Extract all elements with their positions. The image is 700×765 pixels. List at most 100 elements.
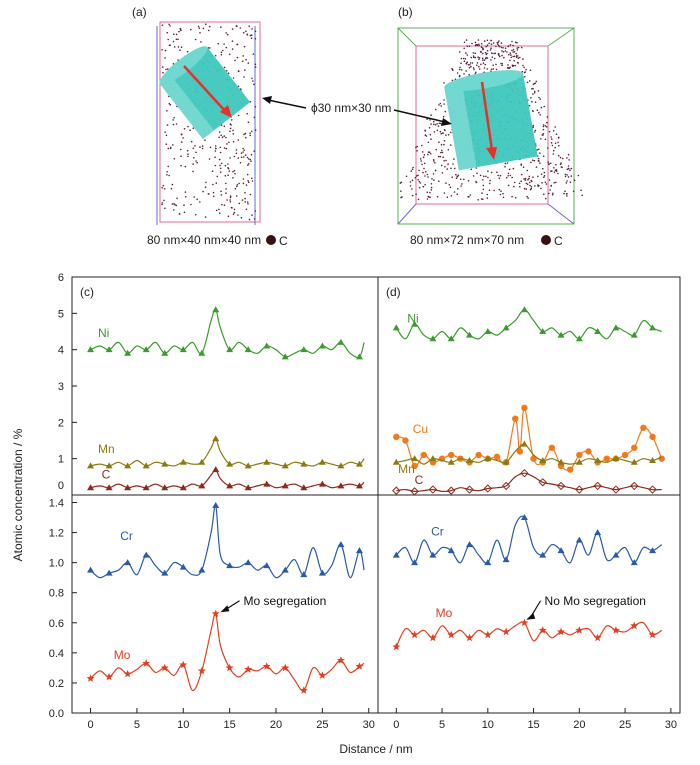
atom-dot xyxy=(517,57,520,59)
data-point xyxy=(447,486,456,495)
atom-dot xyxy=(430,183,433,185)
data-point xyxy=(630,458,638,465)
atom-dot xyxy=(436,129,439,132)
atom-dot xyxy=(553,181,556,184)
atom-dot xyxy=(542,167,544,170)
atom-dot xyxy=(558,144,560,147)
atom-dot xyxy=(511,40,513,43)
atom-dot xyxy=(229,196,232,199)
atom-dot xyxy=(490,52,493,54)
atom-dot xyxy=(169,104,172,106)
atom-dot xyxy=(443,160,445,162)
atom-dot xyxy=(179,27,182,30)
atom-dot xyxy=(204,139,206,141)
atom-dot xyxy=(242,178,245,180)
atom-dot xyxy=(162,184,165,187)
data-point xyxy=(593,481,602,491)
data-point xyxy=(299,686,308,694)
atom-dot xyxy=(487,176,489,179)
atom-dot xyxy=(173,158,176,160)
data-point xyxy=(281,462,289,469)
y-tick-label: 1.2 xyxy=(49,528,64,540)
atom-dot xyxy=(482,184,485,187)
atom-dot xyxy=(467,64,470,66)
atom-dot xyxy=(251,28,253,30)
atom-dot xyxy=(536,149,538,151)
atom-dot xyxy=(240,156,243,158)
atom-dot xyxy=(431,178,433,180)
atom-dot xyxy=(425,171,427,173)
atom-dot xyxy=(217,42,219,45)
atom-dot xyxy=(471,42,473,45)
data-point xyxy=(244,559,252,566)
atom-dot xyxy=(499,174,502,177)
atom-dot xyxy=(205,181,207,184)
atom-dot xyxy=(237,114,240,117)
atom-dot xyxy=(427,141,430,144)
atom-dot xyxy=(559,156,562,159)
atom-dot xyxy=(567,153,570,156)
atom-dot xyxy=(486,193,489,196)
atom-dot xyxy=(193,196,195,198)
atom-dot xyxy=(538,111,540,114)
atom-dot xyxy=(236,43,239,46)
atom-dot xyxy=(439,102,442,105)
atom-dot xyxy=(434,161,436,164)
atom-dot xyxy=(434,169,437,172)
data-point xyxy=(318,671,327,679)
data-point xyxy=(447,458,455,465)
atom-dot xyxy=(244,192,246,194)
atom-dot xyxy=(254,30,257,33)
atom-dot xyxy=(429,191,431,194)
atom-dot xyxy=(161,66,164,68)
atom-dot xyxy=(482,179,484,181)
atom-dot xyxy=(180,29,182,32)
atom-dot xyxy=(459,66,461,69)
atom-dot xyxy=(506,51,508,53)
atom-dot xyxy=(566,195,568,197)
data-point xyxy=(142,484,150,491)
data-point xyxy=(512,415,519,422)
atom-dot xyxy=(541,181,543,184)
atom-dot xyxy=(225,136,227,139)
atom-dot xyxy=(460,57,463,60)
atom-dot xyxy=(533,159,536,162)
atom-dot xyxy=(223,135,225,137)
atom-dot xyxy=(209,146,212,149)
atom-dot xyxy=(180,133,183,135)
atom-dot xyxy=(474,41,477,44)
atom-dot xyxy=(470,56,473,59)
atom-dot xyxy=(223,125,226,128)
x-tick-label: 20 xyxy=(270,719,282,731)
atom-dot xyxy=(227,163,229,165)
data-point xyxy=(556,481,566,491)
data-point xyxy=(263,342,271,349)
atom-dot xyxy=(467,180,470,182)
data-point xyxy=(124,349,132,356)
panel-b-label: (b) xyxy=(398,5,413,19)
atom-dot xyxy=(447,163,449,165)
atom-dot xyxy=(485,53,488,56)
atom-dot xyxy=(518,182,521,185)
atom-dot xyxy=(192,147,195,150)
atom-dot xyxy=(482,175,485,178)
concentration-plot: (c) (d) Atomic concentration / % Distanc… xyxy=(11,272,681,756)
atom-dot xyxy=(548,130,551,133)
atom-dot xyxy=(480,46,483,48)
data-point xyxy=(539,551,547,558)
atom-dot xyxy=(535,80,538,83)
atom-dot xyxy=(506,67,509,69)
series-layer xyxy=(86,306,665,694)
data-point xyxy=(105,569,113,576)
cylinder-size-label: ϕ30 nm×30 nm xyxy=(311,101,391,115)
series-name-label: Ni xyxy=(407,311,418,325)
atom-dot xyxy=(544,138,547,141)
atom-dot xyxy=(215,209,218,212)
atom-dot xyxy=(455,173,457,176)
atom-dot xyxy=(509,174,512,177)
atom-dot xyxy=(250,160,252,162)
x-tick-label: 10 xyxy=(482,719,494,731)
atom-dot xyxy=(417,179,420,181)
atom-dot xyxy=(165,134,168,137)
data-point xyxy=(179,346,187,353)
